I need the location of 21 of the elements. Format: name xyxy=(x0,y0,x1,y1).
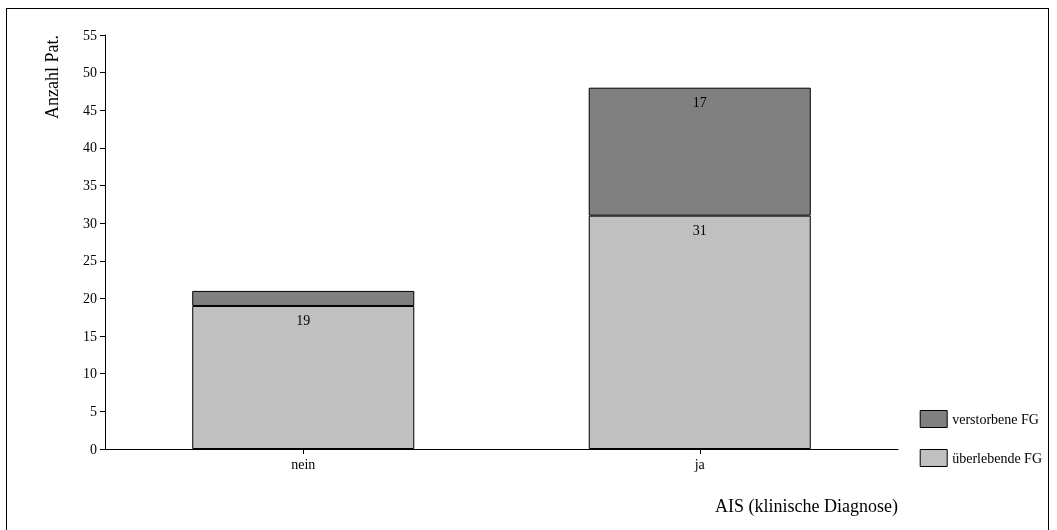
y-tick-label: 30 xyxy=(83,215,97,231)
legend-label: verstorbene FG xyxy=(952,411,1039,427)
y-tick-label: 35 xyxy=(83,178,97,194)
x-axis-title: AIS (klinische Diagnose) xyxy=(715,496,898,517)
y-tick-label: 45 xyxy=(83,102,97,118)
y-tick-label: 40 xyxy=(83,140,97,156)
y-tick-label: 0 xyxy=(90,441,97,457)
data-label: 31 xyxy=(692,223,707,239)
y-axis-title: Anzahl Pat. xyxy=(42,35,62,119)
legend-label: überlebende FG xyxy=(952,450,1043,466)
data-label: 17 xyxy=(692,95,707,111)
y-tick-label: 15 xyxy=(83,328,97,344)
y-tick-label: 55 xyxy=(83,27,97,43)
data-label: 19 xyxy=(296,313,311,329)
x-tick-label: ja xyxy=(693,456,706,472)
y-tick-label: 5 xyxy=(90,403,97,419)
x-tick-label: nein xyxy=(291,456,316,472)
y-tick-label: 20 xyxy=(83,290,97,306)
y-tick-label: 25 xyxy=(83,253,97,269)
y-tick-label: 10 xyxy=(83,366,97,382)
y-tick-label: 50 xyxy=(83,65,97,81)
